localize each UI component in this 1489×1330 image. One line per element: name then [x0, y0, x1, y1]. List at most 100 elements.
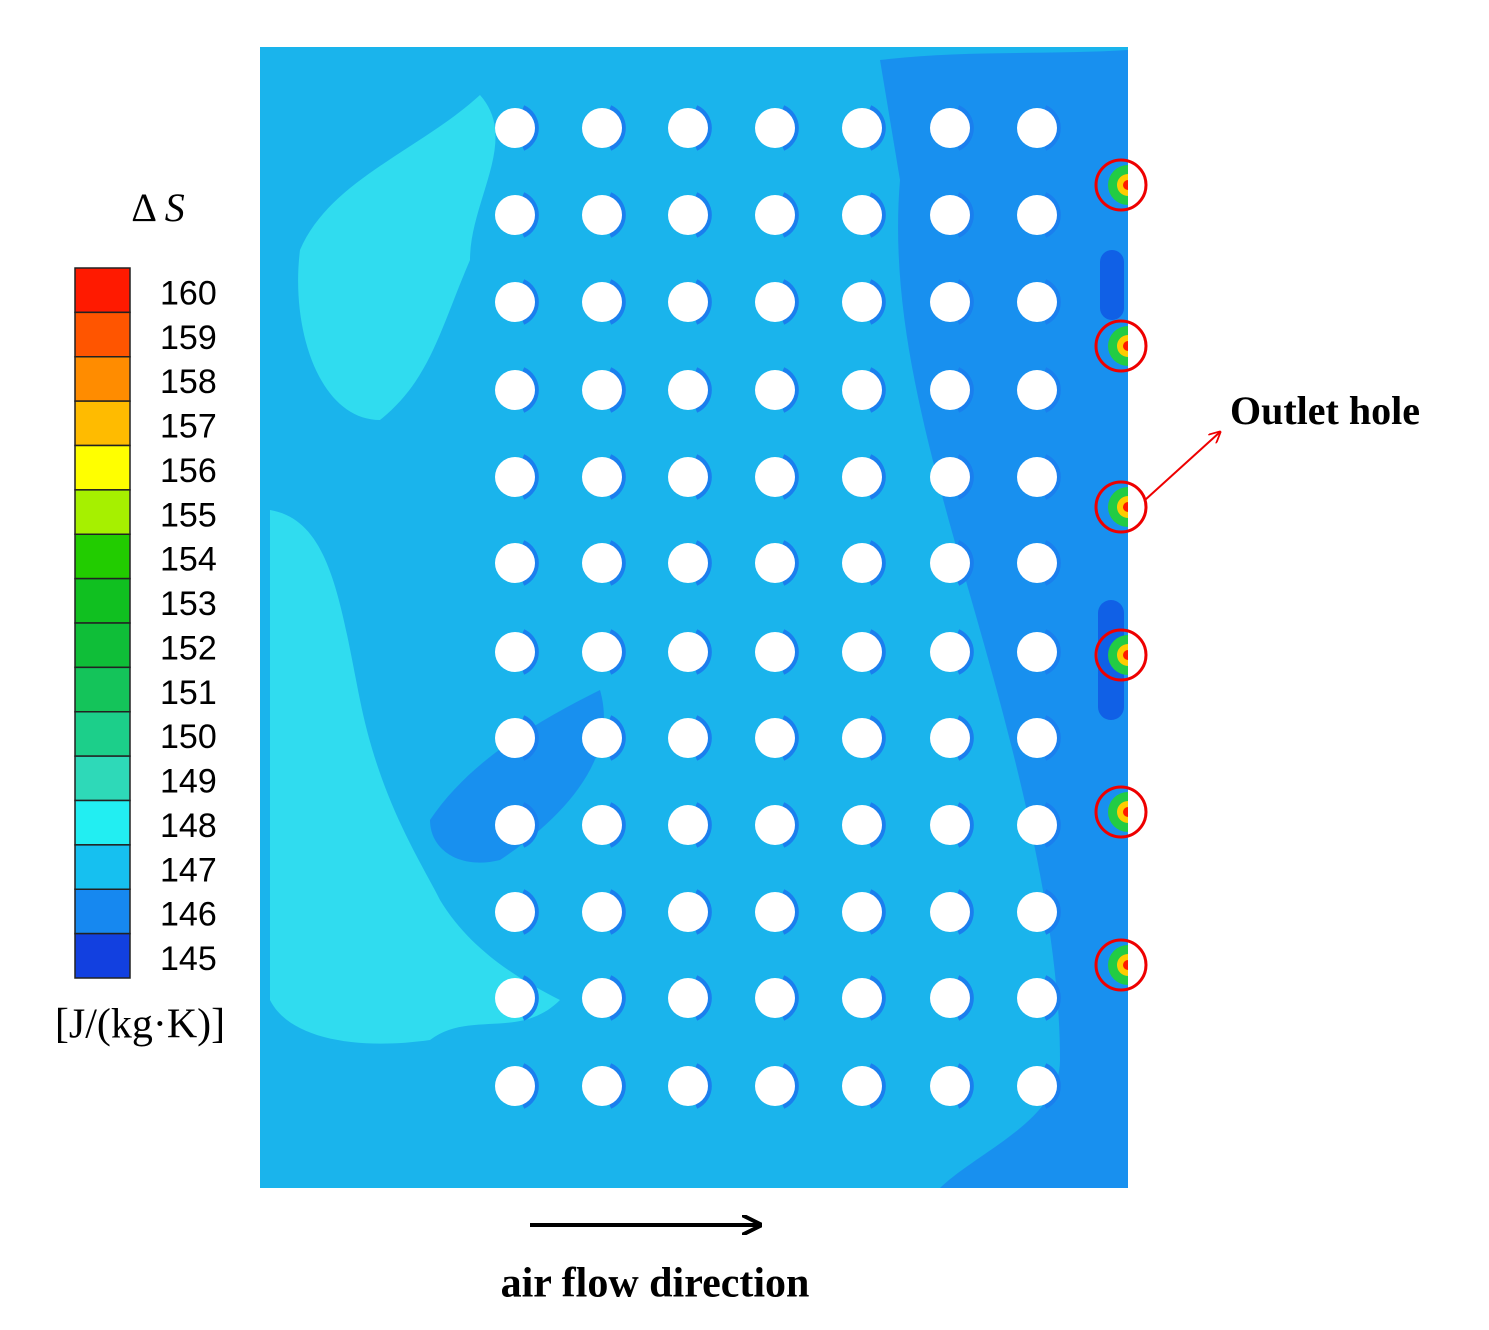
wake	[956, 975, 974, 1021]
outlet-ring	[1094, 938, 1148, 992]
hot-core	[1117, 644, 1128, 666]
hole	[582, 805, 622, 845]
hole	[668, 892, 708, 932]
level-label: 160	[160, 274, 217, 312]
wake	[521, 279, 539, 325]
level-label: 151	[160, 674, 217, 712]
wake	[521, 802, 539, 848]
wake	[781, 889, 799, 935]
hot-core	[1117, 954, 1128, 976]
hole	[1017, 457, 1057, 497]
hole	[668, 718, 708, 758]
hole	[1017, 978, 1057, 1018]
hole	[755, 457, 795, 497]
color-band	[74, 356, 131, 402]
wake	[781, 105, 799, 151]
level-label: 156	[160, 452, 217, 490]
hot-center	[1123, 502, 1128, 512]
wake	[781, 192, 799, 238]
outlet-arrow	[1144, 432, 1220, 501]
hole	[1017, 892, 1057, 932]
hole	[842, 892, 882, 932]
outlet-ring	[1094, 319, 1148, 373]
wake	[521, 715, 539, 761]
color-band	[74, 755, 131, 802]
wake	[694, 105, 712, 151]
hole	[668, 195, 708, 235]
wake	[1043, 975, 1061, 1021]
legend-variable: S	[165, 185, 185, 230]
level-label: 148	[160, 807, 217, 845]
hole	[668, 457, 708, 497]
hot-core	[1117, 496, 1128, 518]
hole	[668, 108, 708, 148]
hole	[755, 370, 795, 410]
level-label: 159	[160, 319, 217, 357]
hole	[1017, 195, 1057, 235]
color-band	[74, 444, 131, 491]
wake	[868, 802, 886, 848]
hole	[755, 1066, 795, 1106]
wake	[956, 540, 974, 586]
hole	[495, 978, 535, 1018]
wake	[608, 715, 626, 761]
color-band	[74, 400, 131, 447]
hole	[755, 543, 795, 583]
hole	[930, 195, 970, 235]
hole	[495, 543, 535, 583]
wake	[868, 454, 886, 500]
wake	[694, 279, 712, 325]
hole	[582, 108, 622, 148]
hole	[755, 718, 795, 758]
wake	[956, 802, 974, 848]
wake	[694, 192, 712, 238]
hole	[495, 632, 535, 672]
hot-center	[1123, 341, 1128, 351]
wake	[608, 454, 626, 500]
wake	[781, 715, 799, 761]
hot-center	[1123, 807, 1128, 817]
wake	[694, 540, 712, 586]
hole	[1017, 805, 1057, 845]
wake	[781, 367, 799, 413]
wake	[1043, 629, 1061, 675]
hole	[582, 1066, 622, 1106]
hole	[582, 543, 622, 583]
hot-center	[1123, 960, 1128, 970]
wake	[956, 105, 974, 151]
hole	[842, 108, 882, 148]
hole	[582, 282, 622, 322]
wake	[694, 975, 712, 1021]
hole	[582, 370, 622, 410]
color-band	[74, 799, 131, 846]
tube-holes	[495, 105, 1061, 1109]
hole	[755, 892, 795, 932]
wake	[868, 279, 886, 325]
wake	[1043, 105, 1061, 151]
color-band	[74, 267, 131, 314]
hole	[842, 978, 882, 1018]
outlet-ring	[1094, 158, 1148, 212]
wake	[521, 975, 539, 1021]
hole	[755, 195, 795, 235]
hole	[495, 282, 535, 322]
hole	[582, 978, 622, 1018]
wake	[781, 1063, 799, 1109]
hole	[755, 805, 795, 845]
hole	[755, 632, 795, 672]
hole	[930, 108, 970, 148]
hole	[930, 805, 970, 845]
wake	[521, 540, 539, 586]
wake	[521, 192, 539, 238]
legend-unit: [J/(kg·K)]	[55, 1002, 225, 1048]
legend-title: Δ S	[131, 185, 185, 230]
hole	[1017, 108, 1057, 148]
hole	[842, 457, 882, 497]
hole	[1017, 543, 1057, 583]
hole	[495, 195, 535, 235]
hole	[842, 1066, 882, 1106]
wake	[608, 105, 626, 151]
wake	[868, 540, 886, 586]
wake	[521, 889, 539, 935]
